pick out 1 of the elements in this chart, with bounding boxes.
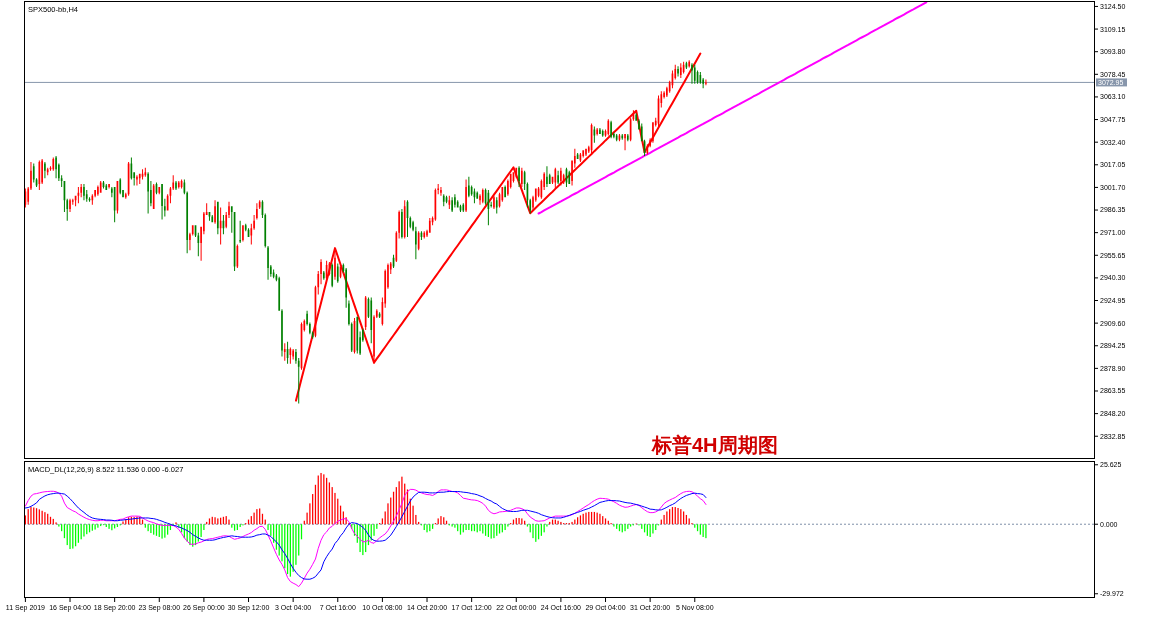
annotation: 标普4H周期图 [652,434,778,456]
